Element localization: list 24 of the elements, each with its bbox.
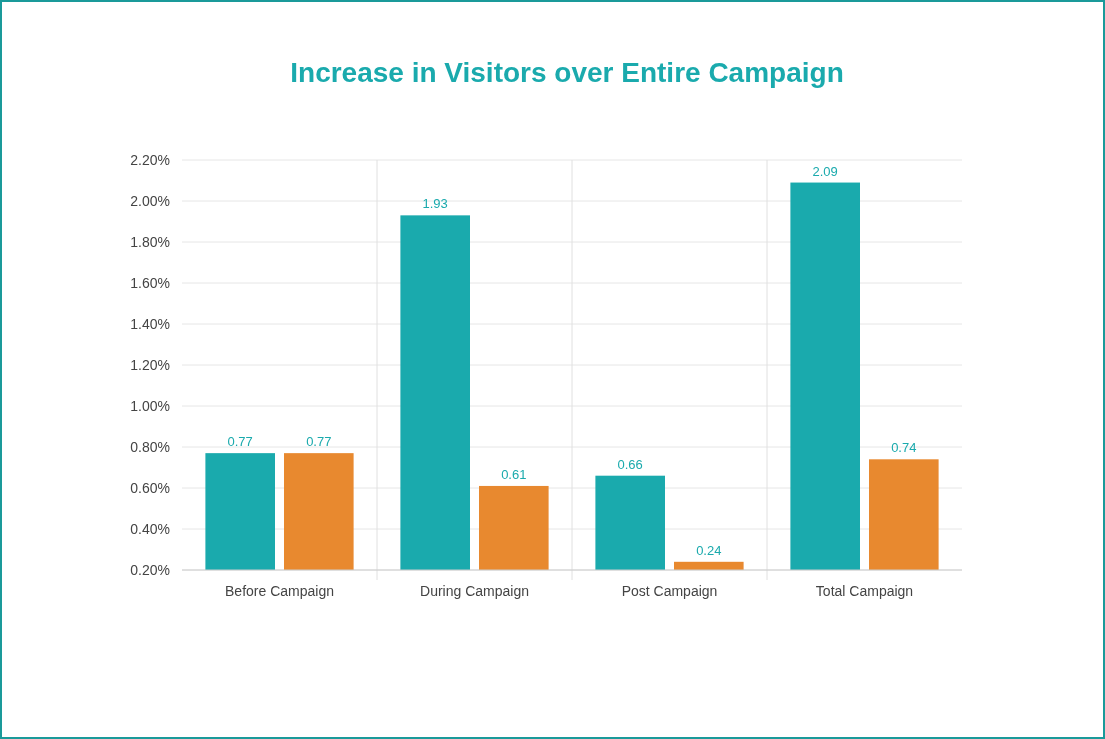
y-tick-label: 0.80% (130, 438, 170, 455)
x-tick-label: During Campaign (420, 583, 529, 599)
chart-title: Increase in Visitors over Entire Campaign (290, 57, 844, 88)
data-label: 0.66 (617, 456, 643, 472)
y-tick-label: 1.00% (130, 397, 170, 414)
y-tick-label: 2.00% (130, 192, 170, 209)
y-tick-label: 2.20% (130, 151, 170, 168)
data-label: 2.09 (812, 163, 838, 179)
data-label: 1.93 (422, 196, 448, 212)
y-tick-label: 1.40% (130, 315, 170, 332)
y-tick-label: 0.60% (130, 479, 170, 496)
y-tick-label: 0.40% (130, 520, 170, 537)
y-tick-label: 0.20% (130, 561, 170, 578)
y-tick-label: 1.20% (130, 356, 170, 373)
x-tick-label: Post Campaign (621, 583, 718, 599)
x-tick-label: Before Campaign (225, 583, 334, 599)
data-label: 0.77 (306, 434, 332, 450)
data-label: 0.24 (696, 542, 722, 558)
data-label: 0.77 (227, 434, 253, 450)
x-tick-label: Total Campaign (815, 583, 914, 599)
y-tick-label: 1.80% (130, 233, 170, 250)
data-label: 0.61 (501, 466, 527, 482)
y-tick-label: 1.60% (130, 274, 170, 291)
data-label: 0.74 (891, 440, 917, 456)
